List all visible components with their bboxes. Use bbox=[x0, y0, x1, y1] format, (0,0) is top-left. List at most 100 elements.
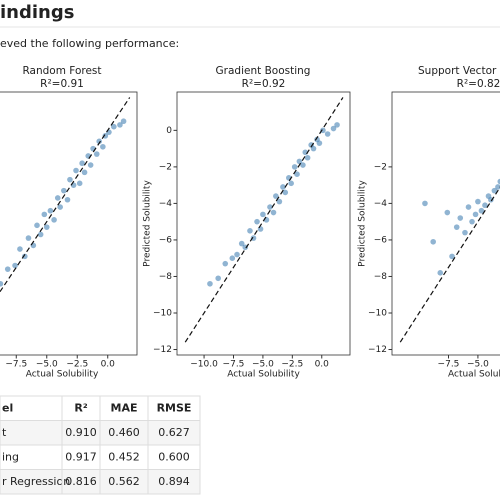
scatter-point bbox=[457, 215, 464, 221]
y-tick-label: −6 bbox=[374, 235, 388, 245]
scatter-point bbox=[453, 224, 460, 230]
scatter-point bbox=[300, 162, 306, 168]
x-tick-label: 0.0 bbox=[315, 360, 330, 370]
scatter-point bbox=[57, 204, 63, 210]
table-cell: 0.917 bbox=[65, 450, 97, 463]
scatter-point bbox=[12, 262, 18, 269]
chart-title: Random Forest bbox=[22, 65, 101, 77]
scatter-point bbox=[41, 211, 48, 218]
scatter-point bbox=[495, 184, 500, 190]
y-tick-label: −8 bbox=[159, 272, 173, 282]
x-tick-label: −7.5 bbox=[223, 360, 245, 370]
y-tick-label: −12 bbox=[153, 345, 172, 355]
scatter-point bbox=[61, 187, 67, 194]
table-cell: 0.600 bbox=[158, 450, 190, 463]
scatter-point bbox=[247, 228, 253, 234]
scatter-point bbox=[43, 224, 50, 230]
x-tick-label: −5.0 bbox=[467, 360, 489, 370]
scatter-point bbox=[273, 193, 279, 199]
x-tick-label: −7.5 bbox=[5, 360, 27, 370]
scatter-point bbox=[462, 229, 468, 236]
y-tick-label: −4 bbox=[374, 199, 388, 209]
reference-line bbox=[0, 97, 131, 293]
scatter-point bbox=[47, 207, 54, 214]
scatter-point bbox=[120, 118, 127, 125]
scatter-point bbox=[491, 187, 498, 194]
table-cell: 0.562 bbox=[108, 475, 140, 488]
chart-title: Gradient Boosting bbox=[216, 65, 311, 77]
y-tick-label: −4 bbox=[159, 199, 173, 209]
x-tick-label: −2.5 bbox=[66, 360, 88, 370]
scatter-point bbox=[117, 122, 123, 128]
scatter-point bbox=[222, 260, 229, 267]
plot-frame bbox=[176, 91, 351, 356]
scatter-point bbox=[294, 171, 300, 177]
x-tick-label: −2.5 bbox=[281, 360, 303, 370]
scatter-point bbox=[304, 154, 311, 161]
scatter-point bbox=[17, 246, 23, 252]
scatter-point bbox=[334, 122, 340, 128]
table-cell: t bbox=[2, 426, 7, 439]
x-tick-label: −5.0 bbox=[252, 360, 274, 370]
reference-line bbox=[184, 97, 344, 343]
plot-frame bbox=[391, 91, 500, 356]
y-tick-label: −8 bbox=[374, 272, 388, 282]
scatter-point bbox=[475, 198, 481, 205]
scatter-point bbox=[310, 145, 317, 152]
scatter-point bbox=[324, 131, 331, 137]
scatter-point bbox=[81, 169, 88, 176]
scatter-point bbox=[330, 125, 337, 132]
table-header-cell: R² bbox=[74, 401, 87, 414]
x-axis-label: Actual Solubility bbox=[26, 370, 99, 380]
scatter-point bbox=[465, 204, 472, 210]
plot-frame bbox=[0, 91, 138, 356]
scatter-point bbox=[34, 222, 40, 229]
scatter-point bbox=[288, 180, 294, 187]
y-tick-label: −2 bbox=[159, 162, 172, 172]
scatter-point bbox=[469, 218, 475, 225]
scatter-point bbox=[25, 235, 32, 241]
scatter-point bbox=[215, 275, 221, 282]
scatter-point bbox=[472, 211, 479, 218]
table-cell: 0.460 bbox=[108, 426, 140, 439]
y-tick-label: −10 bbox=[368, 308, 387, 318]
scatter-point bbox=[229, 255, 236, 262]
table-cell: 0.627 bbox=[158, 426, 190, 439]
scatter-point bbox=[497, 178, 500, 185]
scatter-point bbox=[234, 251, 240, 258]
scatter-point bbox=[73, 167, 79, 174]
chart-subtitle: R²=0.82 bbox=[457, 78, 500, 90]
y-tick-label: −6 bbox=[159, 235, 173, 245]
intro-text: eved the following performance: bbox=[0, 37, 179, 50]
table-cell: 0.816 bbox=[65, 475, 97, 488]
scatter-point bbox=[207, 280, 213, 287]
scatter-point bbox=[267, 204, 273, 210]
cell-border bbox=[147, 469, 201, 495]
scatter-point bbox=[437, 270, 444, 276]
scatter-point bbox=[67, 176, 73, 183]
scatter-point bbox=[238, 240, 245, 247]
chart: Support Vector ReR²=0.82 −7.5 −5.0 −2 −4 −6 −8… bbox=[358, 65, 500, 380]
y-tick-label: −12 bbox=[368, 345, 387, 355]
results-table: el R² MAE RMSE t 0.910 0.460 0.627 ing 0.917 0.452… bbox=[0, 395, 201, 495]
x-tick-label: −10.0 bbox=[190, 360, 218, 370]
scatter-point bbox=[37, 231, 44, 238]
scatter-point bbox=[100, 143, 106, 150]
scatter-point bbox=[79, 160, 85, 167]
y-tick-label: 0 bbox=[166, 126, 172, 136]
scatter-point bbox=[482, 202, 488, 209]
x-tick-label: −5.0 bbox=[36, 360, 58, 370]
table-cell: 0.894 bbox=[158, 475, 190, 488]
scatter-point bbox=[4, 266, 11, 272]
scatter-point bbox=[478, 207, 485, 214]
table-header-cell: el bbox=[2, 401, 13, 414]
scatter-point bbox=[76, 180, 83, 187]
scatter-point bbox=[449, 253, 455, 260]
scatter-point bbox=[280, 184, 286, 190]
chart-subtitle: R²=0.91 bbox=[40, 78, 84, 90]
table-cell: 0.910 bbox=[65, 426, 97, 439]
x-axis-label: Actual Solubility bbox=[227, 370, 300, 380]
scatter-point bbox=[102, 133, 109, 139]
